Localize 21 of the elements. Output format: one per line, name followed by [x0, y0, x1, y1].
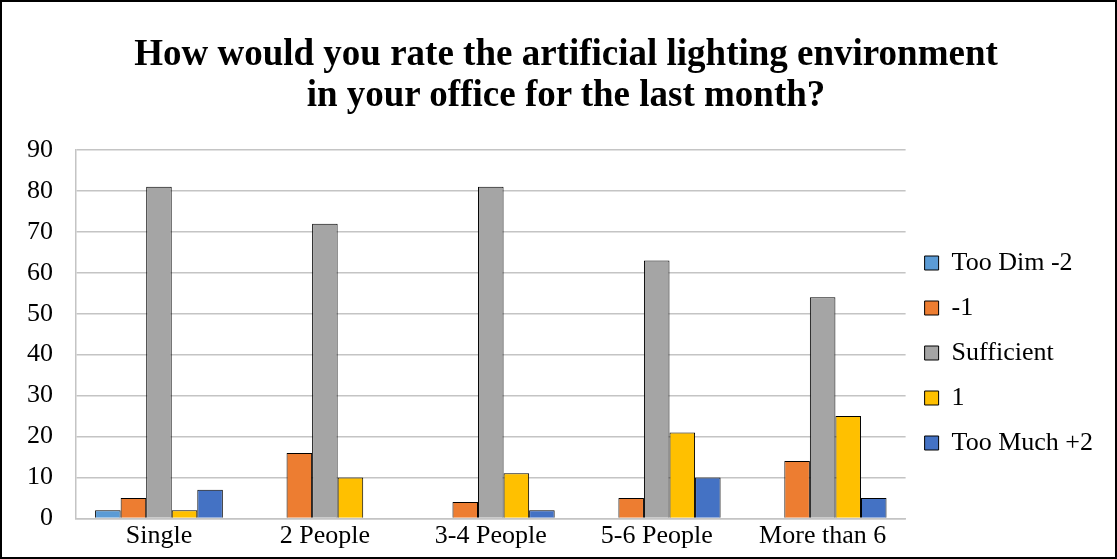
- y-tick-label: 90: [27, 133, 53, 163]
- x-tick-label: 5-6 People: [600, 519, 713, 549]
- legend-label: Too Dim -2: [951, 246, 1073, 276]
- y-tick-label: 80: [27, 174, 53, 204]
- legend-label: 1: [951, 381, 965, 411]
- y-tick-label: 0: [40, 502, 53, 532]
- legend-label: -1: [951, 291, 974, 321]
- x-tick-label: 2 People: [279, 519, 371, 549]
- y-tick-label: 30: [27, 379, 53, 409]
- x-tick-label: Single: [125, 519, 193, 549]
- y-tick-label: 40: [27, 338, 53, 368]
- x-tick-label: 3-4 People: [434, 519, 547, 549]
- y-tick-label: 60: [27, 256, 53, 286]
- legend-label: Too Much +2: [951, 426, 1093, 456]
- y-tick-label: 10: [27, 461, 53, 491]
- chart-title: How would you rate the artificial lighting environment in your office for the last month?: [133, 32, 999, 114]
- y-tick-label: 50: [27, 297, 53, 327]
- y-tick-label: 20: [27, 420, 53, 450]
- x-tick-label: More than 6: [759, 519, 887, 549]
- y-tick-label: 70: [27, 215, 53, 245]
- legend-label: Sufficient: [951, 336, 1055, 366]
